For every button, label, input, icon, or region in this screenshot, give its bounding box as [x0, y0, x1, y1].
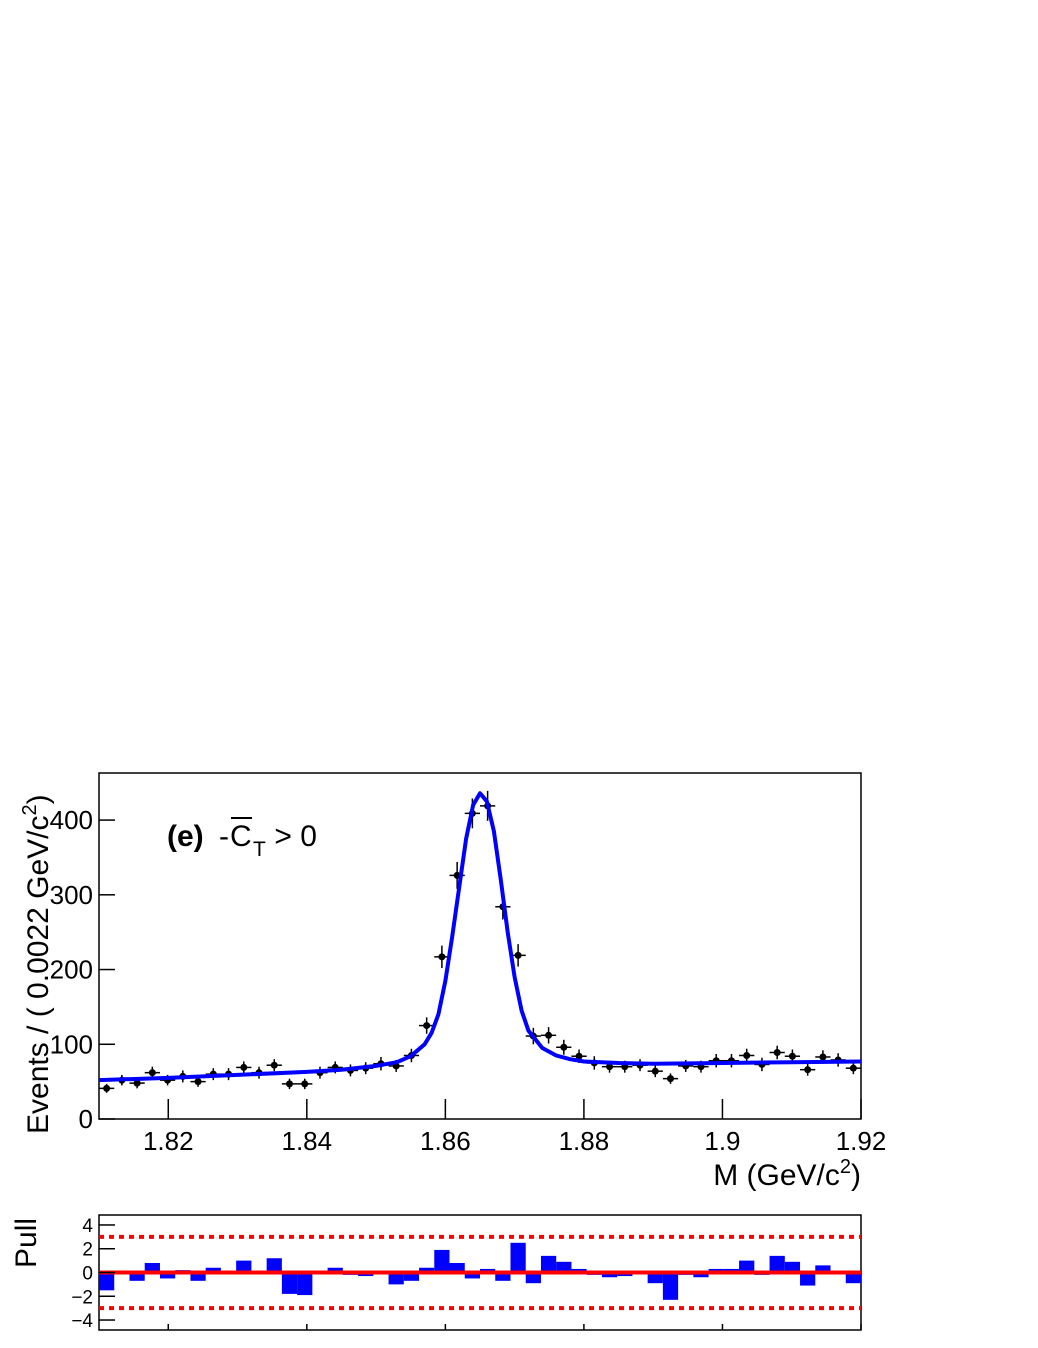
pull-bar	[281, 1272, 298, 1294]
pull-bar	[662, 1272, 679, 1300]
pull-bar	[647, 1272, 663, 1284]
y-tick-label: 300	[50, 880, 93, 910]
pull-bar	[419, 1267, 435, 1273]
x-tick-label: 1.86	[420, 1126, 471, 1156]
data-point	[286, 1080, 293, 1088]
pull-bar	[403, 1272, 420, 1281]
x-axis-title: M (GeV/c2)	[713, 1156, 861, 1192]
data-point	[575, 1052, 583, 1060]
pull-bar	[129, 1272, 145, 1281]
data-point	[651, 1067, 659, 1075]
pull-bar	[784, 1261, 801, 1273]
pull-bar	[190, 1272, 206, 1281]
pull-bar	[693, 1272, 709, 1278]
pull-bar	[434, 1249, 450, 1273]
main-frame	[98, 772, 862, 1120]
data-point	[773, 1048, 781, 1056]
annotation-subscript: T	[253, 838, 266, 861]
data-point	[545, 1031, 553, 1039]
pull-bar	[159, 1272, 176, 1279]
data-point	[514, 951, 522, 959]
pull-bar	[464, 1272, 480, 1279]
y-tick-label: 200	[50, 955, 93, 985]
y-axis-title-text: Events / ( 0.0022 GeV/c	[22, 815, 55, 1134]
pull-bar	[510, 1242, 526, 1273]
x-tick-label: 1.92	[836, 1126, 887, 1156]
x-tick-label: 1.9	[704, 1126, 740, 1156]
data-point	[301, 1080, 309, 1088]
pull-bar	[297, 1272, 313, 1296]
pull-axis-title: Pull	[10, 1218, 43, 1268]
data-point	[423, 1022, 431, 1030]
y-tick-label: 2	[82, 1240, 93, 1261]
fit-curve	[98, 791, 862, 1083]
y-tick-label: 0	[82, 1264, 93, 1285]
y-axis-title: Events / ( 0.0022 GeV/c2)	[19, 794, 55, 1134]
pull-bar	[601, 1272, 618, 1278]
data-point	[438, 953, 446, 961]
pull-bar	[236, 1260, 252, 1273]
annotation-suffix: > 0	[266, 820, 317, 853]
pull-bar	[388, 1272, 404, 1285]
data-point	[194, 1078, 202, 1086]
y-tick-label: 0	[79, 1104, 93, 1134]
y-tick-label: 100	[50, 1029, 93, 1059]
data-point	[849, 1064, 857, 1072]
data-point	[133, 1079, 141, 1087]
data-point	[804, 1066, 812, 1074]
pull-bar	[845, 1272, 861, 1284]
data-point	[743, 1051, 751, 1059]
data-point	[667, 1075, 674, 1083]
pull-bar	[327, 1267, 343, 1273]
x-tick-label: 1.84	[282, 1126, 333, 1156]
annotation-symbol: C	[230, 820, 252, 853]
y-tick-label: 4	[82, 1216, 93, 1237]
data-point	[103, 1084, 111, 1092]
data-point	[788, 1052, 796, 1060]
pull-bar	[769, 1255, 785, 1273]
data-point	[819, 1053, 827, 1061]
data-point	[606, 1063, 614, 1071]
y-tick-label: 400	[50, 805, 93, 835]
data-point	[270, 1061, 278, 1069]
y-tick-label: −2	[71, 1287, 93, 1308]
pull-bar	[815, 1265, 831, 1273]
x-axis-title-sup: 2	[840, 1156, 851, 1178]
pull-bar	[540, 1255, 557, 1273]
y-axis-title-end: )	[22, 794, 55, 804]
data-point	[560, 1043, 568, 1051]
data-point	[148, 1069, 156, 1077]
x-tick-label: 1.82	[143, 1126, 194, 1156]
pull-bar	[266, 1258, 282, 1273]
y-tick-label: −4	[71, 1311, 93, 1332]
annotation-tag: (e)	[167, 820, 204, 853]
y-axis-title-sup: 2	[19, 804, 41, 815]
pull-bar	[144, 1262, 160, 1273]
pull-bar	[556, 1261, 572, 1273]
pull-bar	[99, 1272, 115, 1291]
pull-bar	[449, 1262, 465, 1273]
x-axis-title-end: )	[851, 1159, 861, 1192]
x-axis-title-text: M (GeV/c	[713, 1159, 840, 1192]
pull-bar	[800, 1272, 816, 1286]
pull-bar	[205, 1267, 221, 1273]
data-point	[240, 1063, 248, 1071]
pull-bar	[739, 1260, 755, 1273]
annotation-prefix: -	[219, 820, 229, 853]
annotation: (e) -CT > 0	[167, 820, 317, 861]
pull-bar	[495, 1272, 511, 1281]
x-tick-label: 1.88	[559, 1126, 610, 1156]
pull-bar	[525, 1272, 541, 1284]
